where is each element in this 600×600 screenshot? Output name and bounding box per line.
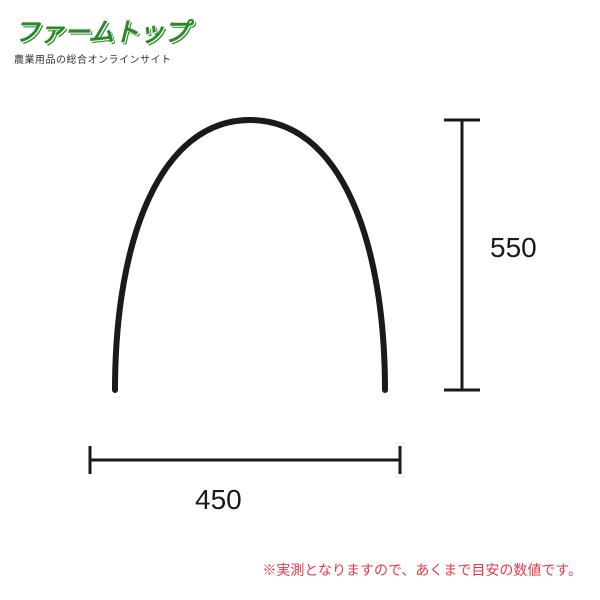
width-value-label: 450: [195, 484, 242, 516]
dimension-diagram: [0, 0, 600, 600]
width-dimension: [90, 446, 400, 474]
height-dimension: [444, 120, 480, 390]
measurement-footnote: ※実測となりますので、あくまで目安の数値です。: [262, 560, 582, 580]
arch-shape: [115, 120, 385, 390]
height-value-label: 550: [490, 232, 537, 264]
